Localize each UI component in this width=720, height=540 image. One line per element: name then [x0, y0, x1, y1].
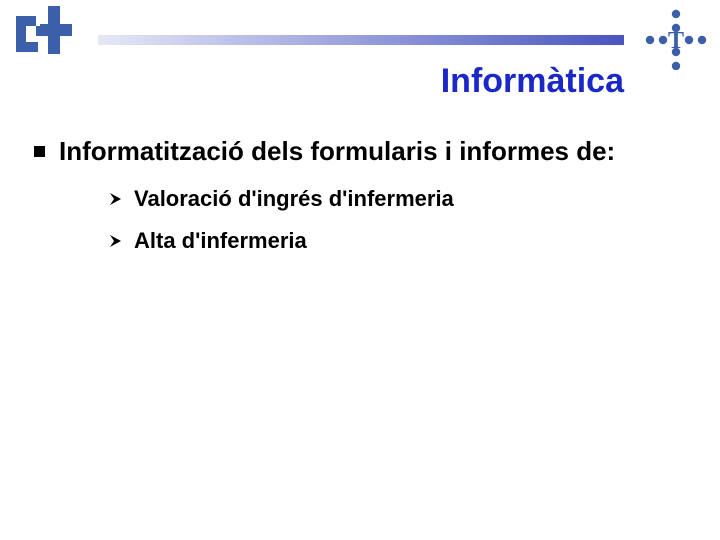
arrow-bullet-icon [108, 191, 124, 207]
sub-list: Valoració d'ingrés d'infermeria Alta d'i… [108, 186, 454, 254]
main-bullet-text: Informatització dels formularis i inform… [59, 136, 615, 167]
title-bar [98, 32, 624, 42]
slide: T Informàtica Informatització dels formu… [0, 0, 720, 540]
sub-item-text: Alta d'infermeria [134, 228, 307, 254]
page-title: Informàtica [441, 62, 624, 101]
list-item: Alta d'infermeria [108, 228, 454, 254]
svg-text:T: T [668, 28, 684, 54]
square-bullet-icon [34, 146, 45, 157]
arrow-bullet-icon [108, 233, 124, 249]
logo-left-icon [10, 6, 80, 71]
logo-right-icon: T [642, 8, 710, 75]
main-bullet: Informatització dels formularis i inform… [34, 136, 615, 167]
list-item: Valoració d'ingrés d'infermeria [108, 186, 454, 212]
sub-item-text: Valoració d'ingrés d'infermeria [134, 186, 454, 212]
